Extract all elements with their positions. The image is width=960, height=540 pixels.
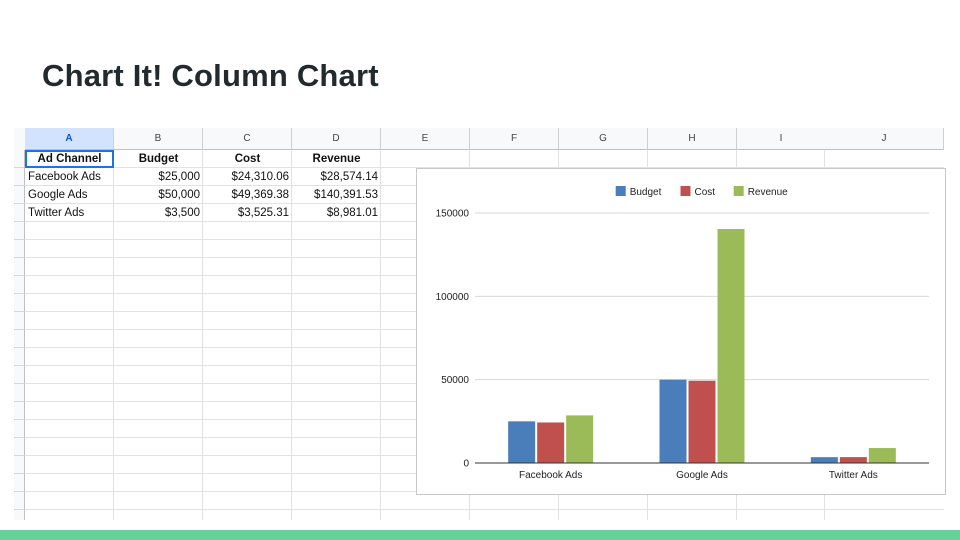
legend-label: Budget bbox=[630, 187, 662, 198]
legend-swatch-budget bbox=[615, 186, 626, 196]
bar-budget-0[interactable] bbox=[508, 421, 536, 463]
row-header[interactable] bbox=[14, 474, 25, 492]
row-header[interactable] bbox=[14, 510, 25, 520]
column-header-g[interactable]: G bbox=[559, 128, 648, 150]
row-header[interactable] bbox=[14, 186, 25, 204]
data-cell[interactable]: $50,000 bbox=[158, 189, 200, 201]
row-header[interactable] bbox=[14, 150, 25, 168]
bar-revenue-1[interactable] bbox=[717, 229, 745, 463]
accent-footer-bar bbox=[0, 530, 960, 540]
column-header-d[interactable]: D bbox=[292, 128, 381, 150]
bar-cost-0[interactable] bbox=[537, 422, 565, 463]
x-tick-label: Twitter Ads bbox=[829, 470, 878, 481]
row-header[interactable] bbox=[14, 348, 25, 366]
legend-label: Revenue bbox=[748, 187, 788, 198]
bar-budget-1[interactable] bbox=[659, 379, 687, 463]
data-cell[interactable]: $140,391.53 bbox=[314, 189, 378, 201]
table-row bbox=[25, 492, 944, 510]
data-cell[interactable]: $49,369.38 bbox=[231, 189, 289, 201]
grid-column-line bbox=[380, 150, 381, 520]
y-tick-label: 150000 bbox=[436, 209, 470, 220]
data-cell[interactable]: $24,310.06 bbox=[231, 171, 289, 183]
row-header[interactable] bbox=[14, 456, 25, 474]
header-cell[interactable]: Cost bbox=[234, 153, 261, 165]
data-cell[interactable]: $25,000 bbox=[158, 171, 200, 183]
x-tick-label: Facebook Ads bbox=[519, 470, 582, 481]
header-cell[interactable]: Budget bbox=[138, 153, 179, 165]
bar-cost-2[interactable] bbox=[839, 457, 867, 463]
slide-title: Chart It! Column Chart bbox=[42, 58, 379, 93]
legend-swatch-cost bbox=[680, 186, 691, 196]
column-header-b[interactable]: B bbox=[114, 128, 203, 150]
y-tick-label: 0 bbox=[463, 459, 469, 470]
bar-cost-1[interactable] bbox=[688, 380, 716, 463]
header-cell[interactable]: Revenue bbox=[312, 153, 361, 165]
x-tick-label: Google Ads bbox=[676, 470, 728, 481]
row-header[interactable] bbox=[14, 366, 25, 384]
data-cell[interactable]: $3,525.31 bbox=[237, 207, 289, 219]
data-cell[interactable]: Twitter Ads bbox=[28, 207, 85, 219]
row-header[interactable] bbox=[14, 258, 25, 276]
row-header[interactable] bbox=[14, 222, 25, 240]
column-header-c[interactable]: C bbox=[203, 128, 292, 150]
row-header[interactable] bbox=[14, 492, 25, 510]
data-cell[interactable]: Facebook Ads bbox=[28, 171, 101, 183]
table-row bbox=[25, 510, 944, 520]
column-header-i[interactable]: I bbox=[737, 128, 826, 150]
column-header-h[interactable]: H bbox=[648, 128, 737, 150]
column-chart[interactable]: 0 50000 100000 150000 Facebook Ads Google Ads… bbox=[416, 168, 946, 495]
column-header-e[interactable]: E bbox=[381, 128, 470, 150]
data-cell[interactable]: $8,981.01 bbox=[326, 207, 378, 219]
row-header[interactable] bbox=[14, 276, 25, 294]
legend-swatch-revenue bbox=[733, 186, 744, 196]
bar-budget-2[interactable] bbox=[810, 457, 838, 463]
chart-canvas: 0 50000 100000 150000 Facebook Ads Google Ads… bbox=[436, 186, 929, 481]
row-header[interactable] bbox=[14, 438, 25, 456]
y-tick-label: 100000 bbox=[436, 292, 470, 303]
row-header[interactable] bbox=[14, 168, 25, 186]
row-header[interactable] bbox=[14, 402, 25, 420]
header-cell[interactable]: Ad Channel bbox=[25, 150, 114, 168]
bar-revenue-0[interactable] bbox=[566, 415, 594, 463]
row-header[interactable] bbox=[14, 330, 25, 348]
column-header-a[interactable]: A bbox=[25, 128, 114, 150]
bar-revenue-2[interactable] bbox=[868, 448, 896, 463]
y-tick-label: 50000 bbox=[441, 375, 469, 386]
data-cell[interactable]: $28,574.14 bbox=[320, 171, 378, 183]
legend-label: Cost bbox=[695, 187, 716, 198]
grid-column-line bbox=[202, 150, 203, 520]
row-header[interactable] bbox=[14, 240, 25, 258]
row-header[interactable] bbox=[14, 312, 25, 330]
grid-column-line bbox=[291, 150, 292, 520]
column-header-j[interactable]: J bbox=[825, 128, 944, 150]
row-header[interactable] bbox=[14, 420, 25, 438]
data-cell[interactable]: $3,500 bbox=[164, 207, 200, 219]
data-cell[interactable]: Google Ads bbox=[28, 189, 88, 201]
table-row bbox=[25, 150, 944, 168]
row-header[interactable] bbox=[14, 294, 25, 312]
row-header[interactable] bbox=[14, 384, 25, 402]
grid-column-line bbox=[113, 150, 114, 520]
row-header[interactable] bbox=[14, 204, 25, 222]
column-header-f[interactable]: F bbox=[470, 128, 559, 150]
